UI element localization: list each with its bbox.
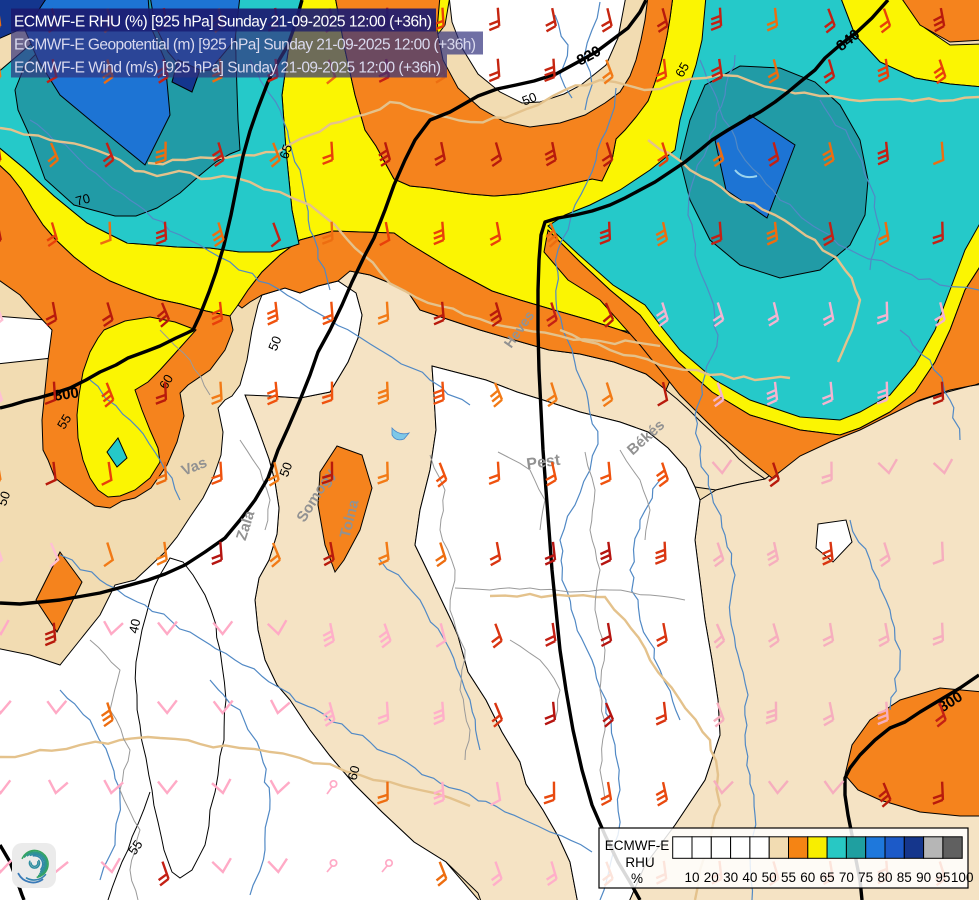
svg-text:85: 85 xyxy=(897,870,912,885)
svg-text:ECMWF-E Geopotential (m) [925: ECMWF-E Geopotential (m) [925 hPa] Sunda… xyxy=(14,37,476,54)
svg-text:50: 50 xyxy=(0,489,13,508)
svg-text:70: 70 xyxy=(839,870,854,885)
svg-text:95: 95 xyxy=(935,870,950,885)
svg-text:50: 50 xyxy=(265,334,284,353)
svg-text:60: 60 xyxy=(345,764,363,782)
svg-text:20: 20 xyxy=(704,870,719,885)
svg-text:60: 60 xyxy=(800,870,815,885)
svg-text:ECMWF-E: ECMWF-E xyxy=(605,838,670,853)
svg-text:40: 40 xyxy=(126,617,144,634)
svg-text:90: 90 xyxy=(916,870,931,885)
svg-text:%: % xyxy=(631,871,643,886)
svg-text:RHU: RHU xyxy=(625,855,654,870)
svg-text:ECMWF-E Wind (m/s) [925 hPa] S: ECMWF-E Wind (m/s) [925 hPa] Sunday 21-0… xyxy=(14,60,441,77)
svg-text:55: 55 xyxy=(125,837,146,857)
svg-text:50: 50 xyxy=(762,870,777,885)
svg-text:800: 800 xyxy=(53,384,80,404)
svg-text:ECMWF-E RHU (%) [925 hPa] Sund: ECMWF-E RHU (%) [925 hPa] Sunday 21-09-2… xyxy=(14,14,432,31)
svg-text:50: 50 xyxy=(520,89,539,108)
svg-text:50: 50 xyxy=(276,460,295,479)
svg-text:65: 65 xyxy=(820,870,835,885)
svg-text:100: 100 xyxy=(951,870,974,885)
svg-text:80: 80 xyxy=(877,870,892,885)
svg-text:65: 65 xyxy=(276,142,295,160)
svg-text:70: 70 xyxy=(74,191,92,209)
svg-text:40: 40 xyxy=(742,870,757,885)
svg-text:55: 55 xyxy=(54,412,74,432)
svg-text:75: 75 xyxy=(858,870,873,885)
svg-text:65: 65 xyxy=(672,60,692,80)
svg-text:10: 10 xyxy=(684,870,699,885)
svg-text:55: 55 xyxy=(781,870,796,885)
svg-text:30: 30 xyxy=(723,870,738,885)
